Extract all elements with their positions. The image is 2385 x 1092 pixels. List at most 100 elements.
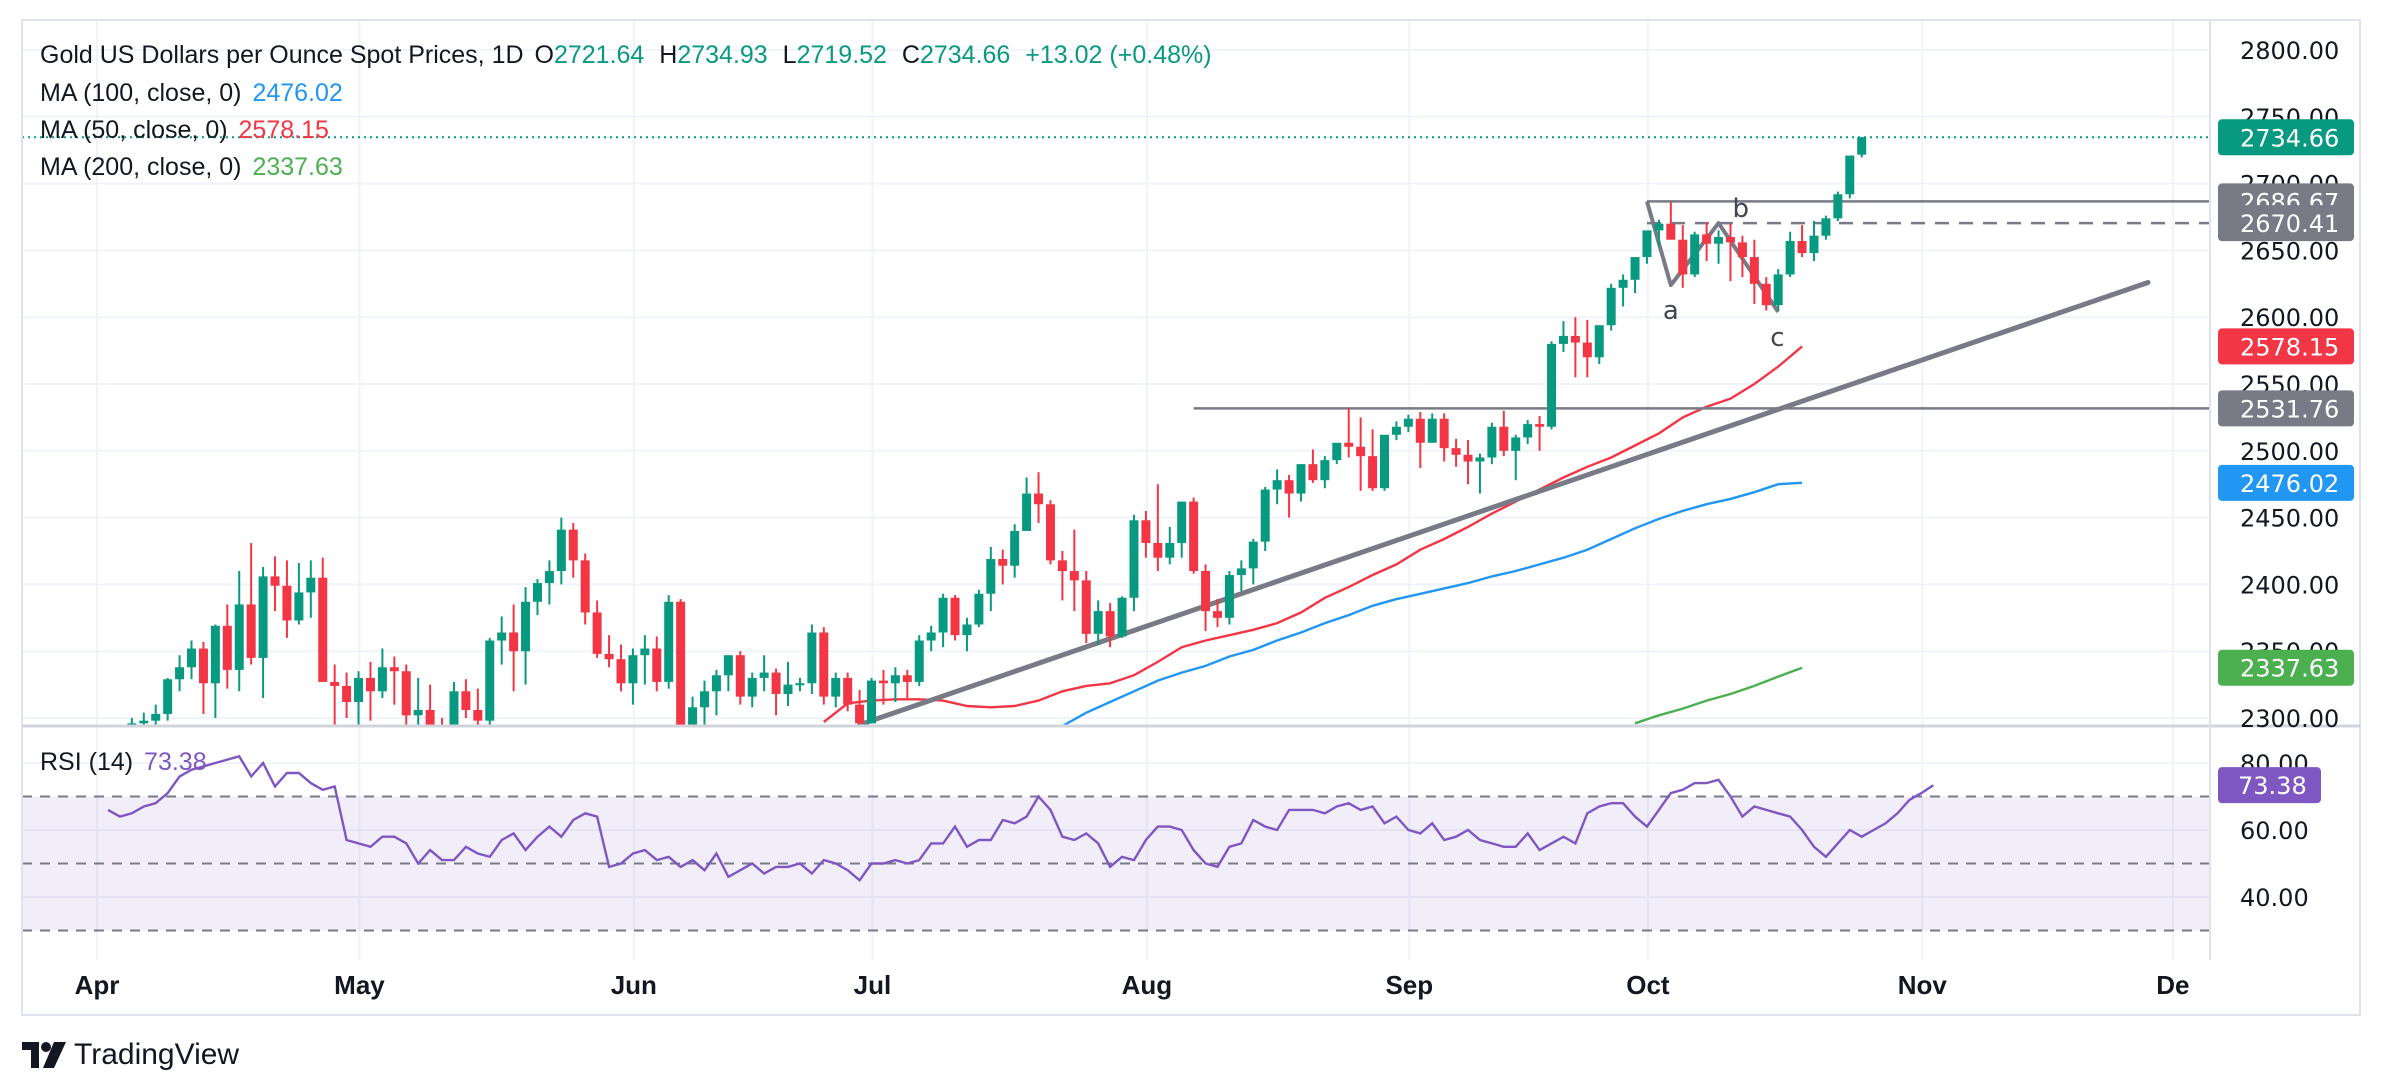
candle-body xyxy=(556,529,566,572)
candle-body xyxy=(544,571,554,584)
candle xyxy=(855,689,865,726)
candle xyxy=(1618,274,1628,307)
candle-body xyxy=(1403,418,1413,427)
candle xyxy=(556,517,566,585)
candle xyxy=(282,560,292,638)
candle xyxy=(1809,221,1819,262)
wave-b-tag-text: 2670.41 xyxy=(2240,210,2339,238)
last-price-tag-bg xyxy=(2218,119,2354,156)
candle-body xyxy=(1141,520,1151,543)
tradingview-brand[interactable]: TradingView xyxy=(22,1038,239,1072)
candle xyxy=(342,672,352,718)
candle xyxy=(1332,442,1342,465)
ma100-legend[interactable]: MA (100, close, 0) 2476.02 xyxy=(40,78,347,108)
candle-body xyxy=(1582,342,1592,358)
candle xyxy=(473,688,483,726)
candle xyxy=(163,677,173,721)
candle xyxy=(1201,564,1211,632)
drawings[interactable]: a b c xyxy=(857,194,2210,726)
candle xyxy=(1439,413,1449,462)
ma200-legend[interactable]: MA (200, close, 0) 2337.63 xyxy=(40,152,347,182)
candle xyxy=(1511,434,1521,481)
month-label: May xyxy=(334,970,385,1000)
candle xyxy=(1523,420,1533,445)
candle xyxy=(1499,410,1509,457)
candle-body xyxy=(377,667,387,692)
candle-body xyxy=(509,632,519,652)
month-label: De xyxy=(2156,970,2189,1000)
breakout-level-tag: 2531.76 xyxy=(2218,390,2354,427)
candle-body xyxy=(1857,137,1867,155)
ma100-value: 2476.02 xyxy=(252,79,343,107)
candle-body xyxy=(1654,223,1664,231)
last-price-tag-text: 2734.66 xyxy=(2240,124,2339,152)
trendline[interactable] xyxy=(857,279,2151,726)
rsi-label: RSI (14) xyxy=(40,748,134,776)
candle xyxy=(270,556,280,612)
candle-body xyxy=(1427,418,1437,443)
candle xyxy=(1487,422,1497,465)
candle xyxy=(759,655,769,692)
candle xyxy=(258,567,268,698)
candle-body xyxy=(1451,448,1461,455)
candle xyxy=(580,553,590,625)
candle-body xyxy=(1236,568,1246,576)
candle xyxy=(1547,341,1557,430)
candle-body xyxy=(461,691,471,710)
candle-body xyxy=(246,604,256,658)
open-value: 2721.64 xyxy=(553,41,645,69)
ma50-value: 2578.15 xyxy=(238,116,329,144)
candle xyxy=(1391,421,1401,441)
candle-body xyxy=(783,684,793,694)
rsi-legend[interactable]: RSI (14) 73.38 xyxy=(40,747,211,777)
ma50-legend[interactable]: MA (50, close, 0) 2578.15 xyxy=(40,115,333,145)
candle-body xyxy=(1618,279,1628,288)
ma200-value: 2337.63 xyxy=(252,153,343,181)
candle-body xyxy=(938,597,948,633)
candle xyxy=(425,684,435,726)
candle xyxy=(1773,269,1783,311)
candle-body xyxy=(1547,343,1557,427)
symbol-legend[interactable]: Gold US Dollars per Ounce Spot Prices, 1… xyxy=(40,40,1216,70)
candle xyxy=(628,648,638,705)
candle xyxy=(604,635,614,668)
breakout-level-tag-bg xyxy=(2218,390,2354,427)
last-price-tag: 2734.66 xyxy=(2218,119,2354,156)
candle-body xyxy=(532,583,542,602)
candle-body xyxy=(1749,257,1759,284)
candle xyxy=(1272,469,1282,505)
candle-body xyxy=(198,648,208,684)
candle xyxy=(521,587,531,685)
candle xyxy=(234,571,244,692)
candle xyxy=(867,677,877,724)
candle xyxy=(1368,429,1378,491)
candle-body xyxy=(1034,493,1044,505)
candle xyxy=(1236,560,1246,592)
candle-body xyxy=(438,727,447,732)
breakout-level-tag-text: 2531.76 xyxy=(2240,395,2339,423)
wave-b-tag: 2670.41 xyxy=(2218,205,2354,242)
candle-body xyxy=(616,659,626,684)
candle xyxy=(974,589,984,628)
candle-body xyxy=(747,677,757,697)
month-label: Oct xyxy=(1626,970,1670,1000)
candle xyxy=(843,672,853,712)
candle-body xyxy=(1248,541,1258,569)
candle-body xyxy=(974,593,984,625)
candle xyxy=(735,651,745,705)
ma50-label: MA (50, close, 0) xyxy=(40,116,228,144)
candle-body xyxy=(878,680,888,684)
change-value: +13.02 (+0.48%) xyxy=(1025,41,1212,69)
outer-frame xyxy=(21,19,2361,1016)
candle xyxy=(1797,225,1807,258)
candle-body xyxy=(258,576,268,658)
candle-body xyxy=(234,604,244,670)
candle xyxy=(1320,456,1330,489)
candle xyxy=(1582,319,1592,378)
candle-body xyxy=(1022,493,1032,531)
candle xyxy=(1010,524,1020,578)
candle xyxy=(365,661,375,721)
candle-body xyxy=(735,655,745,697)
time-axis[interactable]: Apr May Jun Jul Aug Sep Oct Nov De xyxy=(75,970,2190,1000)
